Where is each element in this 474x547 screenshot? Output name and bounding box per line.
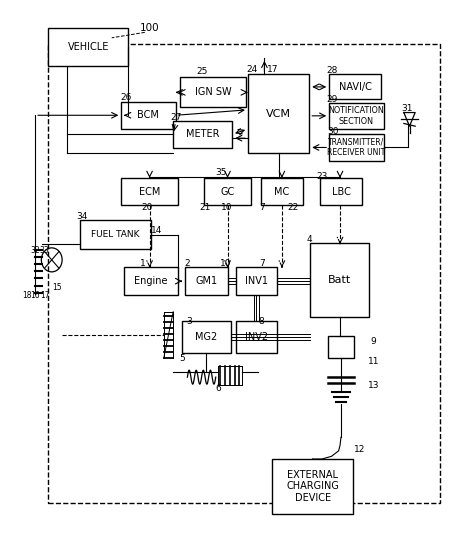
Text: METER: METER — [186, 130, 219, 139]
Text: 6: 6 — [216, 384, 221, 393]
Text: 10: 10 — [221, 203, 232, 212]
Text: GM1: GM1 — [195, 276, 218, 286]
Text: 29: 29 — [327, 95, 338, 104]
Text: 33: 33 — [39, 246, 49, 255]
Text: FUEL TANK: FUEL TANK — [91, 230, 140, 239]
Text: 5: 5 — [179, 354, 185, 363]
Text: EXTERNAL
CHARGING
DEVICE: EXTERNAL CHARGING DEVICE — [286, 470, 339, 503]
Text: 1: 1 — [140, 259, 146, 269]
Text: INV1: INV1 — [245, 276, 268, 286]
FancyBboxPatch shape — [173, 121, 232, 148]
FancyBboxPatch shape — [182, 321, 231, 353]
FancyBboxPatch shape — [48, 44, 440, 503]
FancyBboxPatch shape — [328, 336, 354, 358]
Text: GC: GC — [220, 187, 235, 197]
Text: 18: 18 — [22, 291, 31, 300]
Text: 16: 16 — [30, 291, 40, 300]
Text: NAVI/C: NAVI/C — [339, 82, 372, 92]
Text: 24: 24 — [246, 65, 257, 74]
Text: NOTIFICATION
SECTION: NOTIFICATION SECTION — [328, 106, 384, 125]
Text: 12: 12 — [354, 445, 365, 454]
Text: 4: 4 — [307, 235, 312, 244]
FancyBboxPatch shape — [248, 74, 310, 154]
Text: VCM: VCM — [266, 109, 291, 119]
Text: 100: 100 — [140, 23, 160, 33]
FancyBboxPatch shape — [121, 102, 175, 129]
Text: 13: 13 — [368, 381, 380, 390]
FancyBboxPatch shape — [329, 134, 383, 161]
Text: 10: 10 — [220, 259, 231, 269]
Text: Engine: Engine — [134, 276, 167, 286]
FancyBboxPatch shape — [236, 267, 277, 295]
FancyBboxPatch shape — [185, 267, 228, 295]
Text: VEHICLE: VEHICLE — [67, 42, 109, 52]
Text: 11: 11 — [368, 357, 380, 365]
Text: 2: 2 — [184, 259, 190, 269]
FancyBboxPatch shape — [80, 220, 151, 249]
FancyBboxPatch shape — [121, 178, 178, 205]
Text: 32: 32 — [30, 246, 40, 255]
Text: 28: 28 — [327, 66, 338, 75]
Text: 8: 8 — [259, 317, 264, 325]
FancyBboxPatch shape — [273, 459, 353, 514]
FancyBboxPatch shape — [329, 74, 381, 99]
Text: 22: 22 — [288, 203, 299, 212]
Text: 25: 25 — [197, 67, 208, 76]
Text: 23: 23 — [316, 172, 328, 181]
Text: IGN SW: IGN SW — [195, 87, 232, 97]
Text: 17: 17 — [267, 65, 278, 74]
Text: 15: 15 — [52, 283, 61, 292]
Text: 9: 9 — [370, 337, 376, 346]
FancyBboxPatch shape — [180, 77, 246, 107]
Text: Batt: Batt — [328, 275, 351, 286]
Text: BCM: BCM — [137, 110, 159, 120]
Text: TRANSMITTER/
RECEIVER UNIT: TRANSMITTER/ RECEIVER UNIT — [327, 138, 385, 157]
Text: ECM: ECM — [139, 187, 160, 197]
FancyBboxPatch shape — [329, 103, 383, 129]
Text: 31: 31 — [401, 104, 413, 113]
Text: 21: 21 — [199, 203, 210, 212]
FancyBboxPatch shape — [204, 178, 251, 205]
Text: INV2: INV2 — [245, 332, 268, 342]
Text: 3: 3 — [186, 317, 191, 325]
Text: 17: 17 — [40, 291, 50, 300]
Text: MG2: MG2 — [195, 332, 218, 342]
Text: 30: 30 — [327, 127, 338, 136]
FancyBboxPatch shape — [310, 243, 369, 317]
FancyBboxPatch shape — [236, 321, 277, 353]
Text: 34: 34 — [76, 212, 88, 221]
Text: 20: 20 — [142, 203, 153, 212]
Text: 26: 26 — [120, 93, 132, 102]
Text: 27: 27 — [171, 113, 182, 121]
Text: 7: 7 — [260, 203, 265, 212]
Text: 35: 35 — [216, 168, 227, 177]
FancyBboxPatch shape — [124, 267, 178, 295]
Text: LBC: LBC — [331, 187, 350, 197]
Text: MC: MC — [274, 187, 290, 197]
Text: 14: 14 — [151, 225, 163, 235]
FancyBboxPatch shape — [48, 28, 128, 66]
Text: 7: 7 — [259, 259, 265, 269]
FancyBboxPatch shape — [319, 178, 362, 205]
FancyBboxPatch shape — [261, 178, 303, 205]
